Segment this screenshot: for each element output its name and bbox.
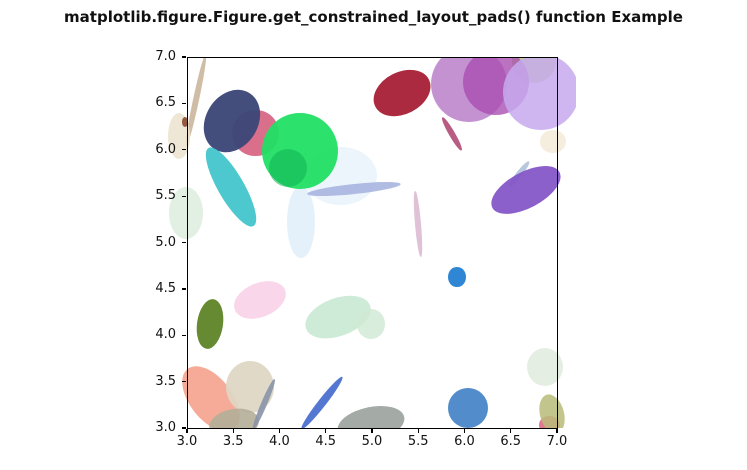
y-tick-label: 7.0 xyxy=(155,49,176,64)
x-tick-label: 7.0 xyxy=(546,434,568,449)
pale-blue-vertical xyxy=(286,185,315,259)
y-tick-mark xyxy=(182,288,186,290)
green-inner-circle xyxy=(268,149,307,188)
y-tick-mark xyxy=(182,102,186,105)
y-tick-label: 3.5 xyxy=(155,373,176,389)
axes-frame xyxy=(187,57,558,429)
y-tick-label: 6.0 xyxy=(155,141,176,157)
x-tick-label: 5.0 xyxy=(361,434,383,449)
y-tick-mark xyxy=(182,334,186,336)
big-blue-circle xyxy=(448,387,489,428)
x-tick-mark xyxy=(371,429,373,433)
x-tick-label: 6.0 xyxy=(454,434,475,449)
small-blue-dot xyxy=(448,266,466,287)
y-tick-label: 4.5 xyxy=(155,280,176,296)
x-tick-mark xyxy=(510,429,512,433)
y-tick-label: 5.5 xyxy=(155,188,176,204)
x-tick-label: 6.5 xyxy=(500,434,522,449)
brown-dot xyxy=(181,116,189,127)
pale-green-blob xyxy=(357,309,385,339)
figure-title: matplotlib.figure.Figure.get_constrained… xyxy=(64,8,683,26)
x-tick-mark xyxy=(232,429,234,433)
y-tick-label: 6.5 xyxy=(155,95,176,111)
pale-green-left xyxy=(168,186,204,239)
x-tick-label: 5.5 xyxy=(407,434,429,449)
y-tick-label: 5.0 xyxy=(155,234,176,250)
x-tick-mark xyxy=(463,429,466,433)
y-tick-mark xyxy=(182,56,186,58)
x-tick-mark xyxy=(417,429,419,433)
y-tick-mark xyxy=(182,195,186,197)
y-tick-mark xyxy=(182,427,186,429)
y-tick-mark xyxy=(182,149,186,151)
pale-green-right xyxy=(526,347,563,386)
cream-right-blob xyxy=(540,130,567,153)
x-tick-mark xyxy=(278,429,281,433)
x-tick-label: 3.0 xyxy=(176,434,198,449)
ellipse-layer xyxy=(80,57,576,428)
y-tick-label: 4.0 xyxy=(155,327,176,343)
x-tick-mark xyxy=(186,429,188,433)
lavender-circle xyxy=(503,57,576,131)
x-tick-mark xyxy=(325,429,327,433)
x-tick-label: 4.0 xyxy=(269,434,290,449)
x-tick-label: 4.5 xyxy=(315,434,337,449)
y-tick-label: 3.0 xyxy=(155,420,176,435)
x-tick-mark xyxy=(556,429,558,433)
y-tick-mark xyxy=(182,381,186,383)
y-tick-mark xyxy=(182,241,186,244)
x-tick-label: 3.5 xyxy=(222,434,244,449)
